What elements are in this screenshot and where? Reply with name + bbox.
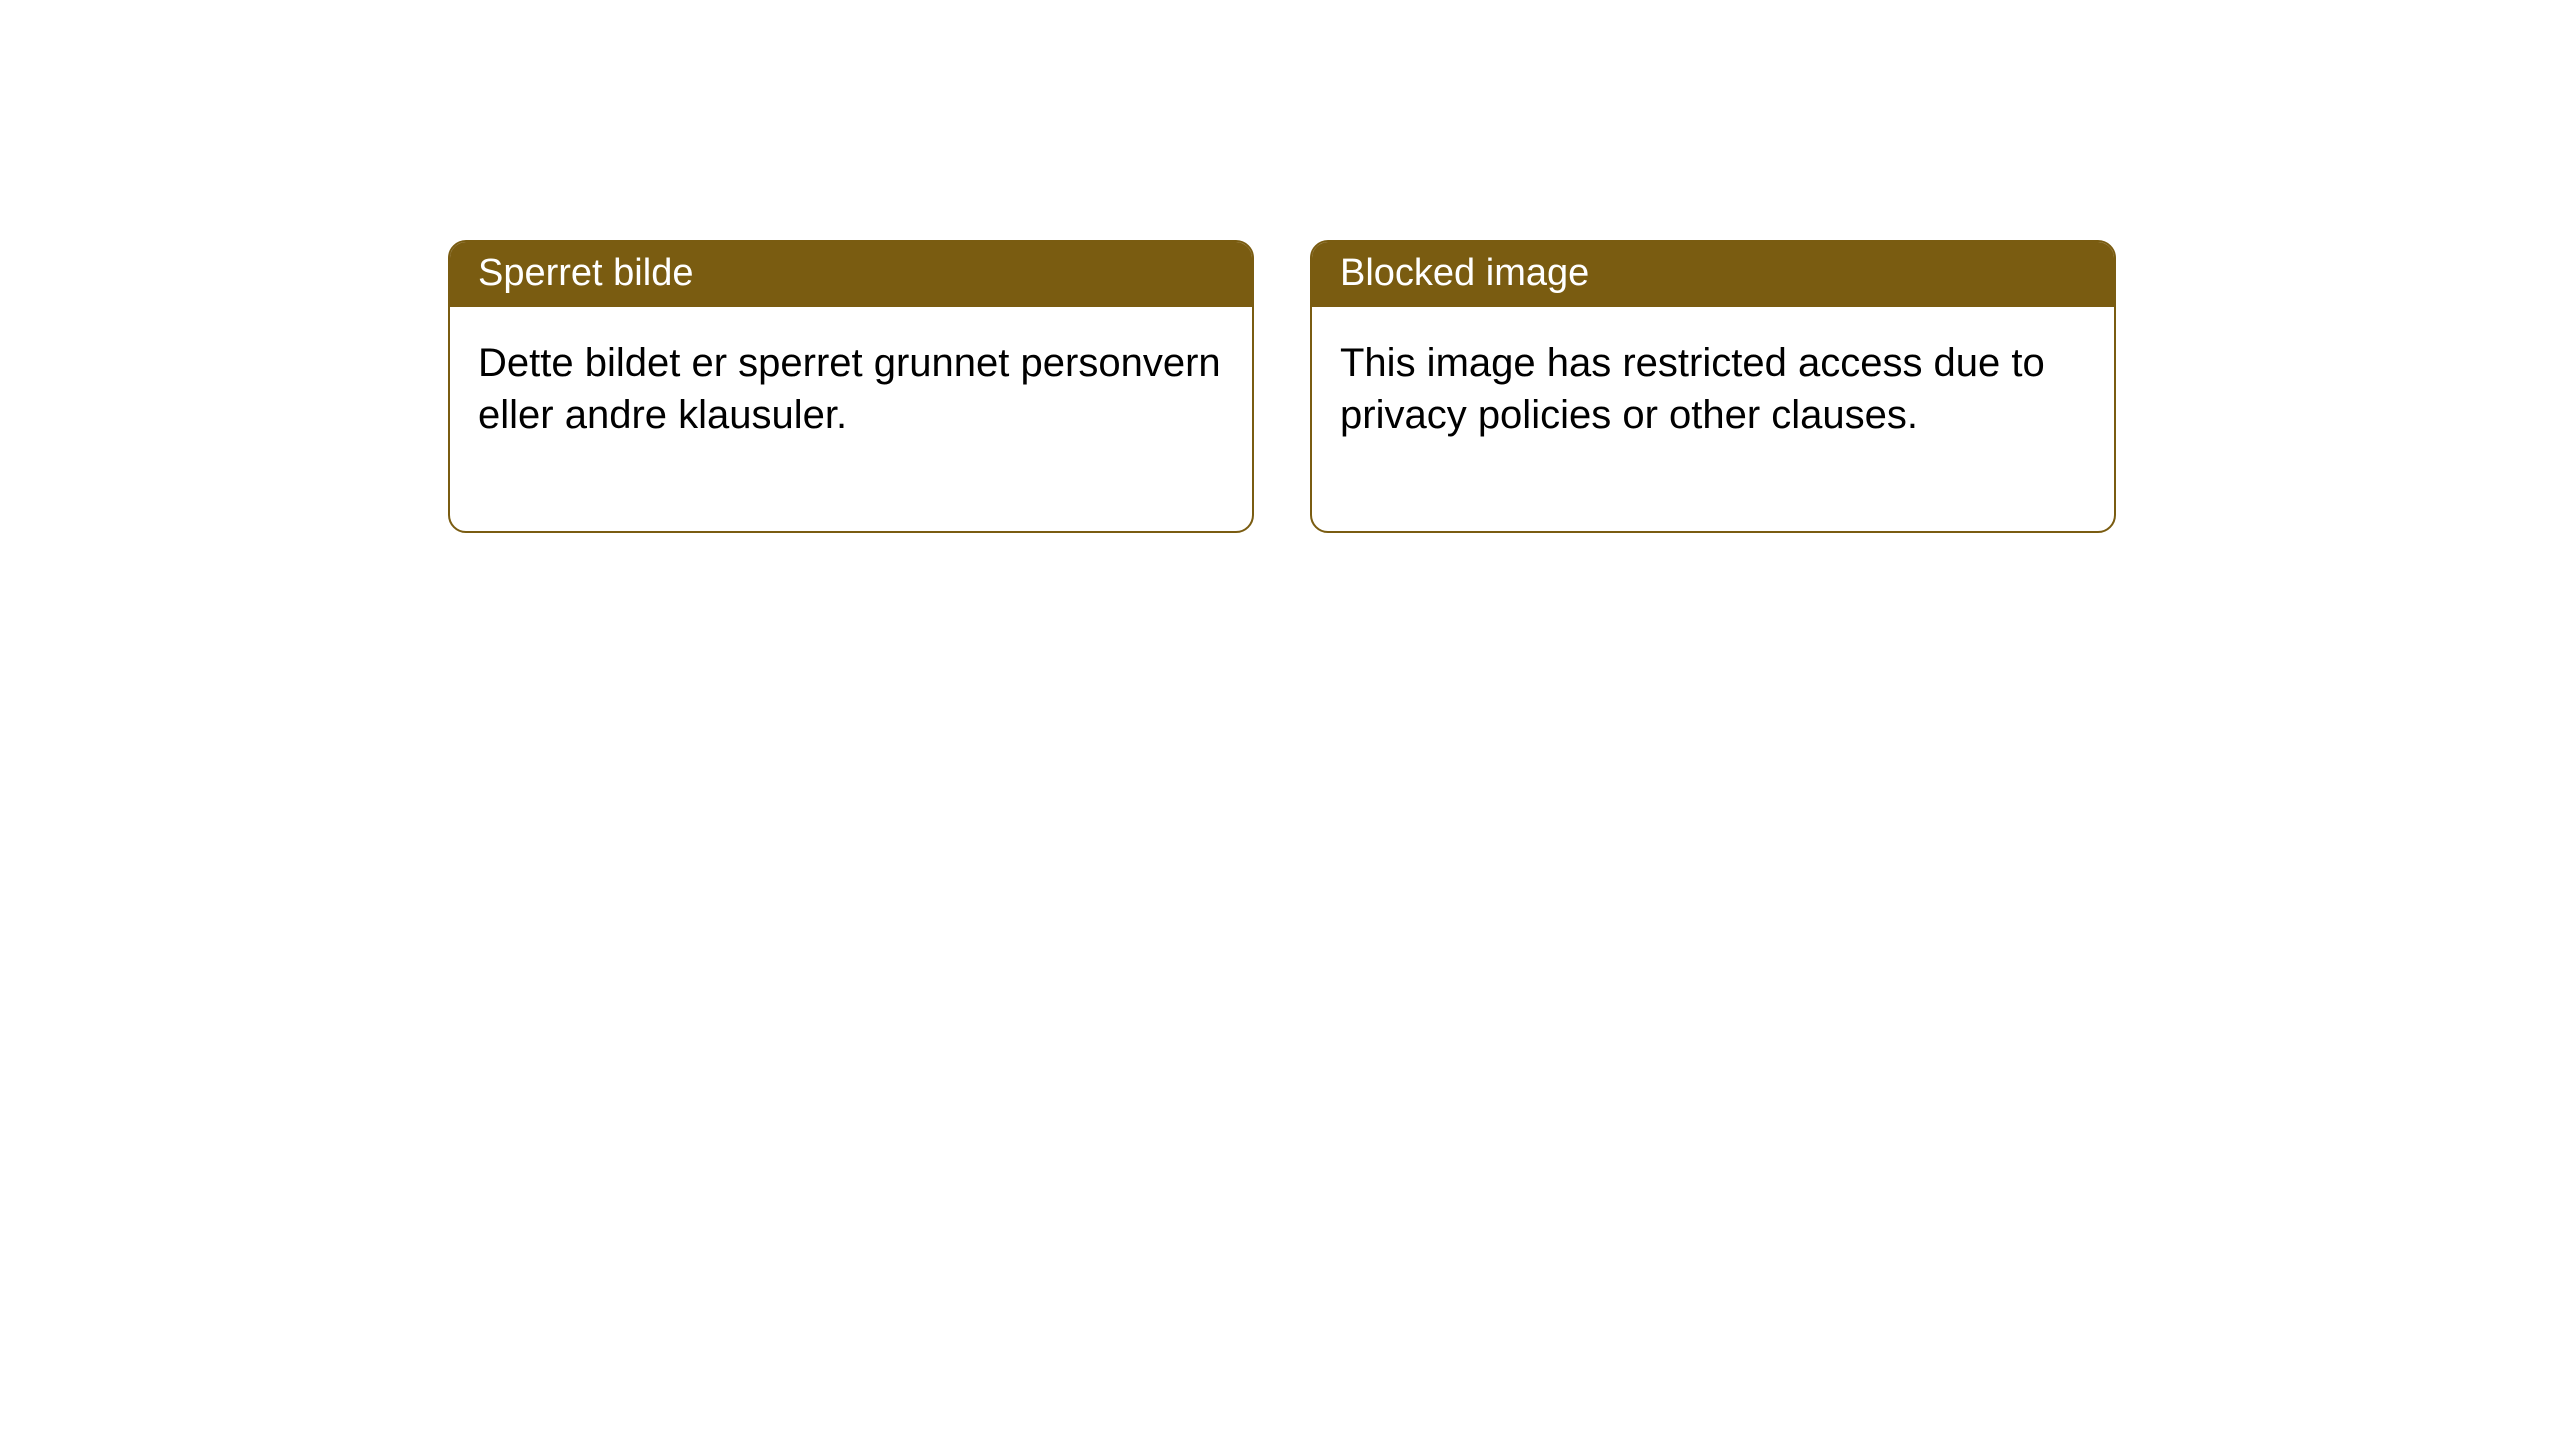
notice-header: Sperret bilde — [450, 242, 1252, 307]
notice-card-english: Blocked image This image has restricted … — [1310, 240, 2116, 533]
notice-body: Dette bildet er sperret grunnet personve… — [450, 307, 1252, 531]
notice-body-text: Dette bildet er sperret grunnet personve… — [478, 341, 1221, 437]
notice-body-text: This image has restricted access due to … — [1340, 341, 2045, 437]
notice-header: Blocked image — [1312, 242, 2114, 307]
notice-card-norwegian: Sperret bilde Dette bildet er sperret gr… — [448, 240, 1254, 533]
notice-title: Sperret bilde — [478, 252, 693, 294]
notice-container: Sperret bilde Dette bildet er sperret gr… — [0, 0, 2560, 533]
notice-title: Blocked image — [1340, 252, 1589, 294]
notice-body: This image has restricted access due to … — [1312, 307, 2114, 531]
